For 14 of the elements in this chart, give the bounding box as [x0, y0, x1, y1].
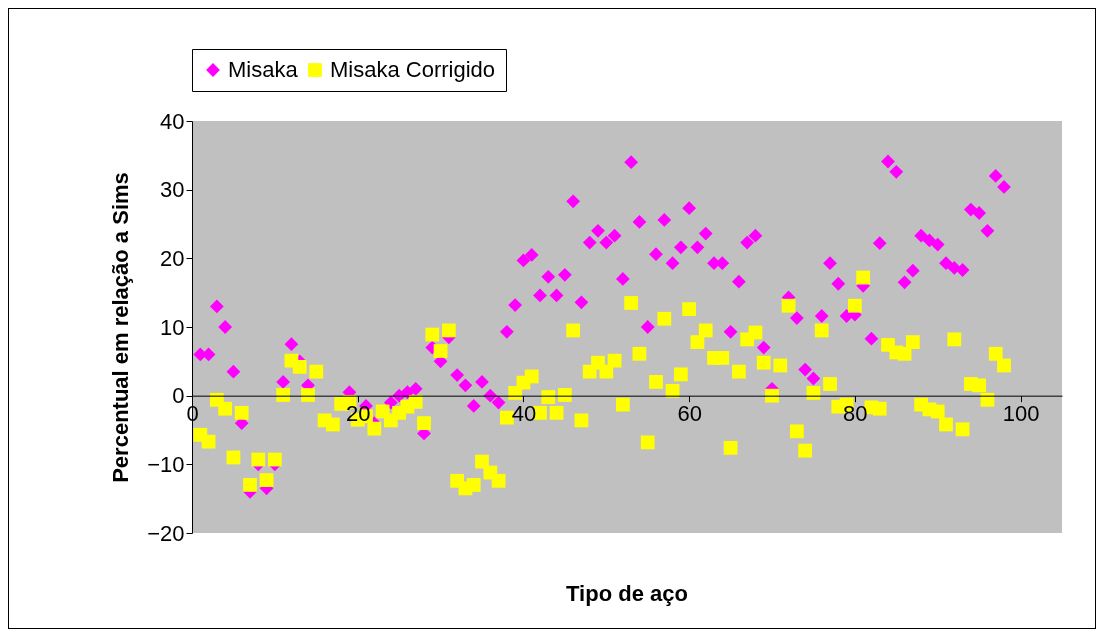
- x-axis-title: Tipo de aço: [566, 581, 688, 606]
- x-tick-label: 100: [1002, 401, 1040, 427]
- y-tick-label: 30: [160, 177, 185, 203]
- y-tick-label: −10: [147, 451, 185, 477]
- y-tick-label: 10: [160, 314, 185, 340]
- y-tick-label: 40: [160, 108, 185, 134]
- x-tick-label: 60: [677, 401, 702, 427]
- y-tick-label: 0: [172, 383, 185, 409]
- x-tick-label: 80: [843, 401, 868, 427]
- y-tick-label: −20: [147, 520, 185, 546]
- legend-label: Misaka: [228, 57, 299, 82]
- legend-label: Misaka Corrigido: [330, 57, 496, 82]
- y-tick-label: 20: [160, 245, 185, 271]
- y-axis-title: Percentual em relação a Sims: [108, 172, 134, 483]
